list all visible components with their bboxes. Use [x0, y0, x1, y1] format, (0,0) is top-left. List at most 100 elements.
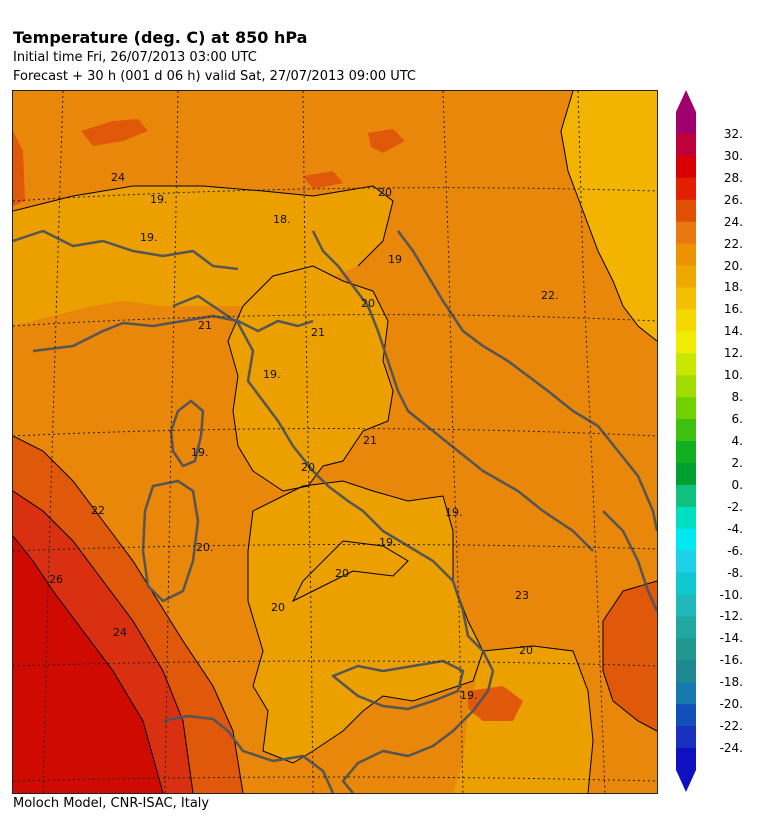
coastline-adriatic-east — [397, 230, 657, 532]
forecast-time: Forecast + 30 h (001 d 06 h) valid Sat, … — [13, 69, 417, 84]
colorbar-tick-label: -18. — [719, 675, 743, 690]
contour-label: 19. — [150, 193, 168, 206]
colorbar-swatch — [676, 594, 696, 617]
contour-label: 24 — [111, 171, 125, 184]
colorbar-swatch — [676, 704, 696, 727]
field-22-24-patch — [13, 131, 25, 206]
contour-label: 23 — [515, 589, 529, 602]
colorbar-tick-label: 22. — [723, 236, 743, 251]
isotherm — [13, 490, 194, 793]
colorbar-tick-label: 28. — [723, 170, 743, 185]
coastline-greece — [602, 510, 657, 612]
contour-label: 21 — [311, 326, 325, 339]
colorbar-swatch — [676, 199, 696, 223]
coastline-africa — [162, 714, 335, 793]
colorbar-tick-label: 32. — [723, 126, 743, 141]
field-18-20-italy — [228, 266, 393, 491]
field-18-20-north — [13, 186, 393, 326]
isotherm — [227, 265, 394, 492]
colorbar-min-arrow — [676, 770, 696, 792]
colorbar-tick-label: -12. — [719, 609, 743, 624]
colorbar-swatch — [676, 441, 696, 464]
colorbar-swatch — [676, 287, 696, 310]
colorbar-swatch — [676, 397, 696, 420]
colorbar-max-arrow — [676, 90, 696, 112]
colorbar-tick-label: 30. — [723, 148, 743, 163]
contour-label: 20 — [361, 297, 375, 310]
contour-label: 22 — [91, 504, 105, 517]
colorbar-tick-label: 12. — [723, 346, 743, 361]
contour-label: 20 — [519, 644, 533, 657]
colorbar-tick-label: 14. — [723, 324, 743, 339]
field-16-18-northeast — [561, 91, 657, 341]
contour-labels: 24 19. 19. 18. 20 19 20 21 21 19. 22. 19… — [49, 171, 559, 702]
field-18-20-southeast — [453, 646, 593, 793]
colorbar-tick-label: 0. — [731, 477, 743, 492]
contour-label: 20 — [378, 186, 392, 199]
contour-label: 20. — [196, 541, 214, 554]
field-22-24-patch — [303, 171, 343, 189]
coastline-liguria-tyrrhenian — [172, 294, 484, 652]
field-22-24-patch — [368, 129, 405, 153]
colorbar-tick-label: 16. — [723, 302, 743, 317]
contour-label: 20 — [335, 567, 349, 580]
map-header: Temperature (deg. C) at 850 hPa Initial … — [13, 28, 416, 86]
colorbar-tick-label: -24. — [719, 741, 743, 756]
model-credit: Moloch Model, CNR-ISAC, Italy — [13, 796, 210, 811]
isotherm — [247, 480, 484, 764]
colorbar-swatch — [676, 506, 696, 530]
colorbar-swatch — [676, 112, 696, 135]
colorbar-tick-label: 18. — [723, 280, 743, 295]
coastline-ionian — [341, 650, 495, 793]
field-22-24-east — [603, 581, 657, 731]
lat-lon-grid — [13, 91, 657, 793]
isotherm — [602, 580, 657, 732]
isotherm — [13, 185, 394, 267]
colorbar-swatch — [676, 243, 696, 267]
colorbar-swatch — [676, 309, 696, 332]
contour-label: 19. — [445, 506, 463, 519]
colorbar-swatch — [676, 353, 696, 376]
contour-label: 21 — [198, 319, 212, 332]
colorbar-swatch — [676, 682, 696, 705]
colorbar-tick-label: 6. — [731, 412, 743, 427]
colorbar-swatch — [676, 660, 696, 683]
colorbar-tick-label: -10. — [719, 587, 743, 602]
colorbar-swatch — [676, 748, 696, 771]
colorbar-swatch — [676, 419, 696, 442]
temperature-map: 24 19. 19. 18. 20 19 20 21 21 19. 22. 19… — [12, 90, 658, 794]
colorbar-tick-label: -14. — [719, 631, 743, 646]
field-26-28-west — [13, 536, 163, 793]
colorbar-tick-label: 24. — [723, 214, 743, 229]
colorbar-swatch — [676, 221, 696, 245]
isotherm — [13, 535, 164, 793]
isotherm — [482, 645, 594, 793]
contour-label: 19. — [140, 231, 158, 244]
contour-label: 20 — [271, 601, 285, 614]
colorbar-swatch — [676, 484, 696, 508]
colorbar-swatch — [676, 133, 696, 157]
colorbar-tick-label: 8. — [731, 390, 743, 405]
colorbar-tick-label: -2. — [727, 499, 743, 514]
colorbar-swatch — [676, 265, 696, 288]
colorbar-swatch — [676, 616, 696, 639]
contour-label: 19. — [460, 689, 478, 702]
colorbar-tick-label: 4. — [731, 434, 743, 448]
colorbar-tick-label: -8. — [727, 565, 743, 580]
contour-label: 19. — [191, 446, 209, 459]
colorbar-swatch — [676, 550, 696, 574]
contour-label: 22. — [541, 289, 559, 302]
contour-label: 19 — [388, 253, 402, 266]
isotherm — [560, 91, 657, 342]
initial-time: Initial time Fri, 26/07/2013 03:00 UTC — [13, 50, 257, 65]
colorbar-swatch — [676, 528, 696, 552]
colorbar-tick-label: -4. — [727, 521, 743, 536]
colorbar-swatch — [676, 177, 696, 201]
colorbar-swatch — [676, 331, 696, 354]
coastline-france — [13, 229, 239, 271]
contour-label: 19. — [263, 368, 281, 381]
contour-label: 24 — [113, 626, 127, 639]
coastline-corsica — [169, 399, 205, 468]
isotherm-lines — [13, 91, 657, 793]
contour-label: 18. — [273, 213, 291, 226]
